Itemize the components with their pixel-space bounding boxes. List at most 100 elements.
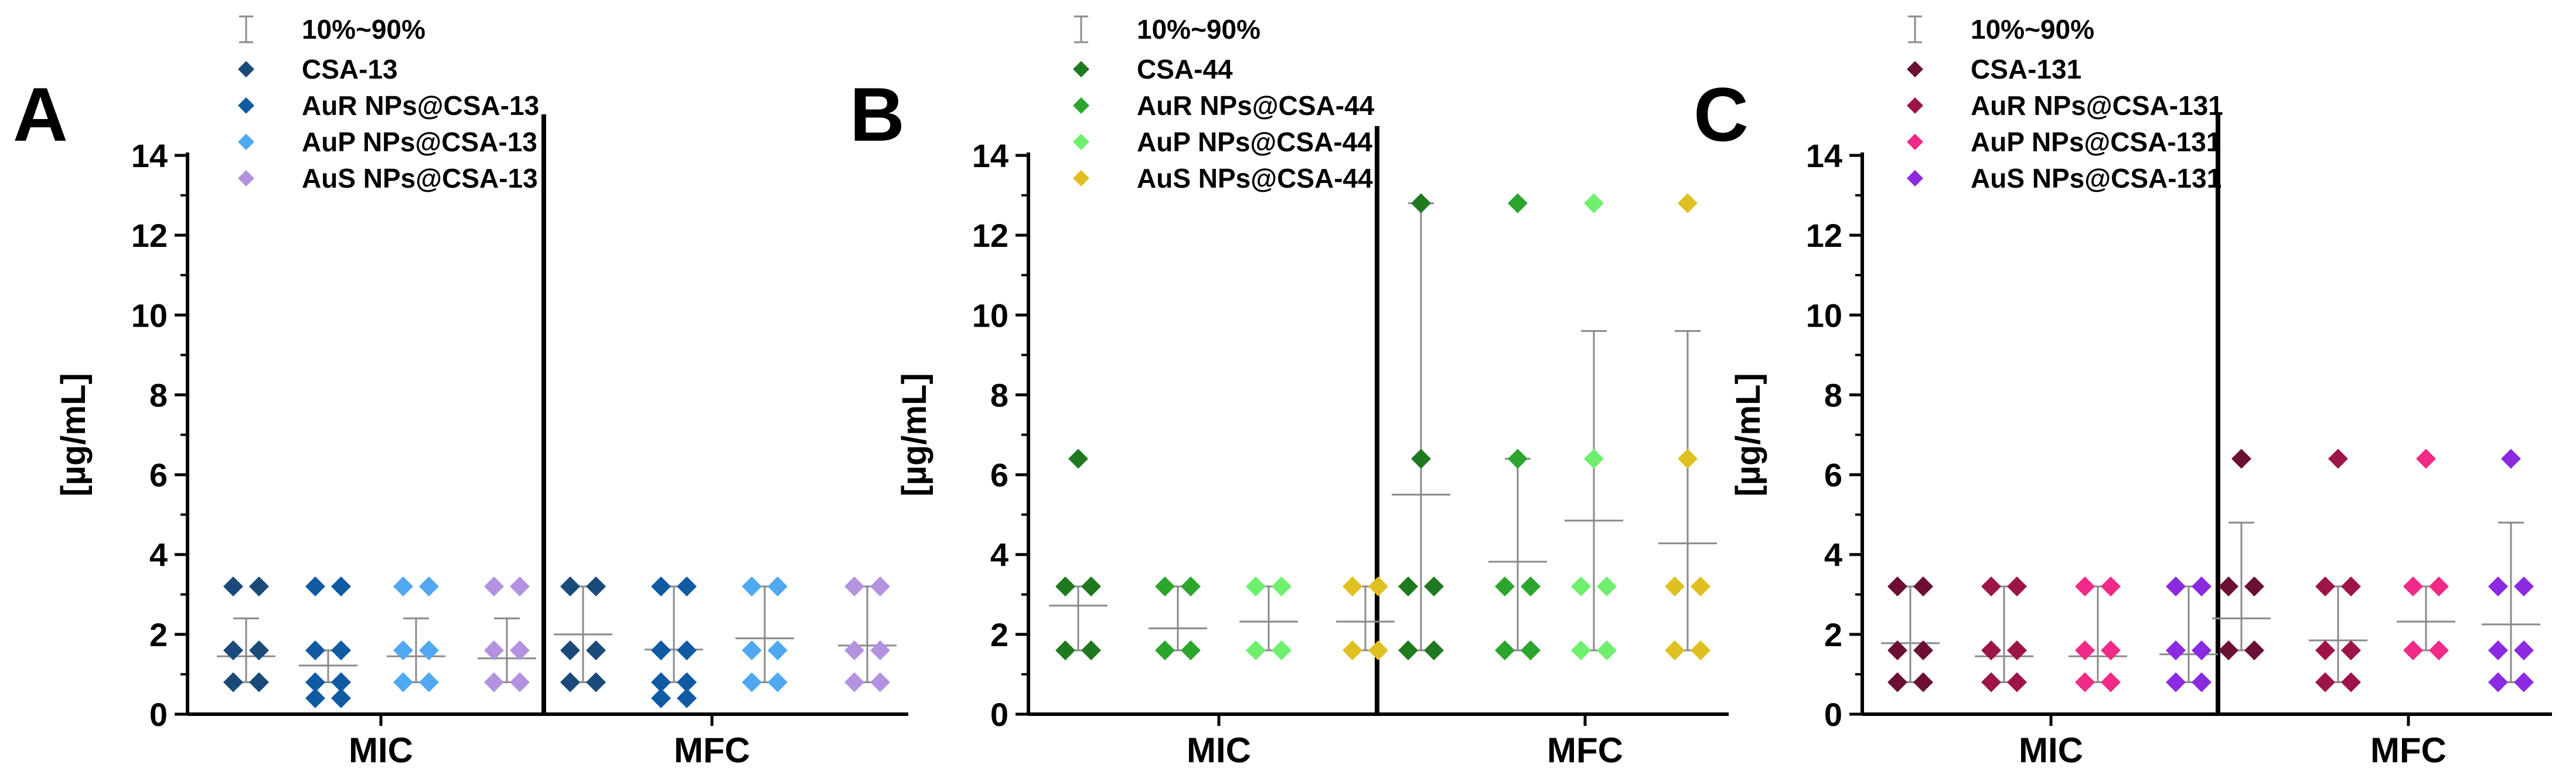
data-point xyxy=(2231,449,2251,469)
data-point xyxy=(305,688,325,708)
data-point xyxy=(870,672,890,692)
data-point xyxy=(1342,640,1362,661)
data-point xyxy=(2166,672,2186,692)
data-point xyxy=(586,576,606,597)
y-tick-label: 10 xyxy=(131,297,168,334)
data-point xyxy=(1678,449,1698,469)
y-tick-label: 2 xyxy=(990,616,1008,653)
y-tick-label: 8 xyxy=(149,376,168,413)
data-point xyxy=(1155,640,1175,661)
data-point xyxy=(510,576,530,597)
data-point xyxy=(1342,576,1362,597)
legend-marker xyxy=(238,97,254,114)
data-point xyxy=(1411,193,1431,213)
data-point xyxy=(2007,640,2027,661)
data-point xyxy=(1411,449,1431,469)
data-point xyxy=(1887,672,1907,692)
data-point xyxy=(2403,576,2423,597)
legend-marker xyxy=(1907,97,1923,114)
data-point xyxy=(331,672,351,692)
y-tick-label: 4 xyxy=(149,537,168,573)
x-group-label: MIC xyxy=(349,731,413,770)
data-point xyxy=(2192,672,2212,692)
legend-error-label: 10%~90% xyxy=(1971,14,2094,45)
data-point xyxy=(2219,640,2238,661)
data-point xyxy=(305,640,325,661)
y-tick-label: 2 xyxy=(1824,616,1842,653)
data-point xyxy=(2501,449,2521,469)
data-point xyxy=(677,576,697,597)
y-tick-label: 12 xyxy=(972,217,1008,254)
panel-label: C xyxy=(1694,72,1749,157)
legend-marker xyxy=(1907,61,1923,77)
y-tick-label: 6 xyxy=(149,457,168,494)
data-point xyxy=(510,672,530,692)
data-point xyxy=(1155,576,1175,597)
y-axis-label: [µg/mL] xyxy=(895,373,933,497)
data-point xyxy=(419,640,439,661)
data-point xyxy=(2075,672,2095,692)
panel-label: B xyxy=(850,72,905,157)
data-point xyxy=(742,576,762,597)
legend: 10%~90% CSA-44 AuR NPs@CSA-44 AuP NPs@CSA-4… xyxy=(1073,14,1375,193)
data-point xyxy=(1508,193,1528,213)
chart-panel-b: B 0 2 4 6 8 10 12 14 [µg/mL] MIC MFC 10%~90% CSA-44 Au… xyxy=(850,14,1729,770)
data-point xyxy=(1981,576,2001,597)
data-point xyxy=(1424,640,1444,661)
data-point xyxy=(1913,640,1933,661)
data-point xyxy=(1272,576,1292,597)
data-point xyxy=(249,576,269,597)
data-point xyxy=(1913,576,1933,597)
y-tick-label: 6 xyxy=(990,457,1008,494)
y-tick-label: 4 xyxy=(1824,537,1842,573)
data-point xyxy=(331,688,351,708)
data-point xyxy=(1055,640,1075,661)
y-tick-label: 10 xyxy=(1806,297,1842,334)
data-point xyxy=(586,640,606,661)
legend-entry: AuP NPs@CSA-13 xyxy=(302,127,537,157)
y-tick-label: 10 xyxy=(972,297,1008,334)
legend-marker xyxy=(238,170,254,186)
data-point xyxy=(2488,576,2508,597)
data-point xyxy=(1424,576,1444,597)
legend-entry: CSA-131 xyxy=(1971,54,2081,84)
x-group-label: MFC xyxy=(1547,731,1623,770)
data-point xyxy=(1181,640,1201,661)
data-point xyxy=(1246,640,1266,661)
data-point xyxy=(1495,640,1515,661)
data-point xyxy=(844,672,864,692)
data-point xyxy=(1981,672,2001,692)
legend-entry: AuR NPs@CSA-44 xyxy=(1137,90,1375,121)
data-point xyxy=(2341,576,2361,597)
data-point xyxy=(2192,640,2212,661)
data-point xyxy=(651,576,671,597)
legend-entry: AuS NPs@CSA-131 xyxy=(1971,163,2221,193)
data-point xyxy=(2429,640,2449,661)
data-point xyxy=(1691,576,1710,597)
data-point xyxy=(2328,449,2348,469)
data-point xyxy=(223,640,243,661)
data-point xyxy=(2403,640,2423,661)
legend-entry: AuS NPs@CSA-13 xyxy=(302,163,538,193)
data-point xyxy=(1398,576,1418,597)
legend-marker xyxy=(238,61,254,77)
y-axis-label: [µg/mL] xyxy=(1729,373,1767,497)
data-point xyxy=(651,672,671,692)
data-point xyxy=(742,672,762,692)
data-point xyxy=(677,672,697,692)
legend-marker xyxy=(1073,61,1089,77)
y-tick-label: 14 xyxy=(972,137,1008,174)
legend-entry: AuP NPs@CSA-131 xyxy=(1971,127,2221,157)
x-group-label: MFC xyxy=(674,731,750,770)
data-point xyxy=(2075,640,2095,661)
data-point xyxy=(2315,576,2335,597)
y-tick-label: 14 xyxy=(1806,137,1842,174)
data-point xyxy=(2514,576,2534,597)
x-group-label: MIC xyxy=(1187,731,1251,770)
data-point xyxy=(249,672,269,692)
y-tick-label: 0 xyxy=(149,696,168,733)
x-group-label: MFC xyxy=(2370,731,2446,770)
data-point xyxy=(2244,576,2264,597)
data-point xyxy=(393,640,413,661)
data-point xyxy=(768,672,788,692)
